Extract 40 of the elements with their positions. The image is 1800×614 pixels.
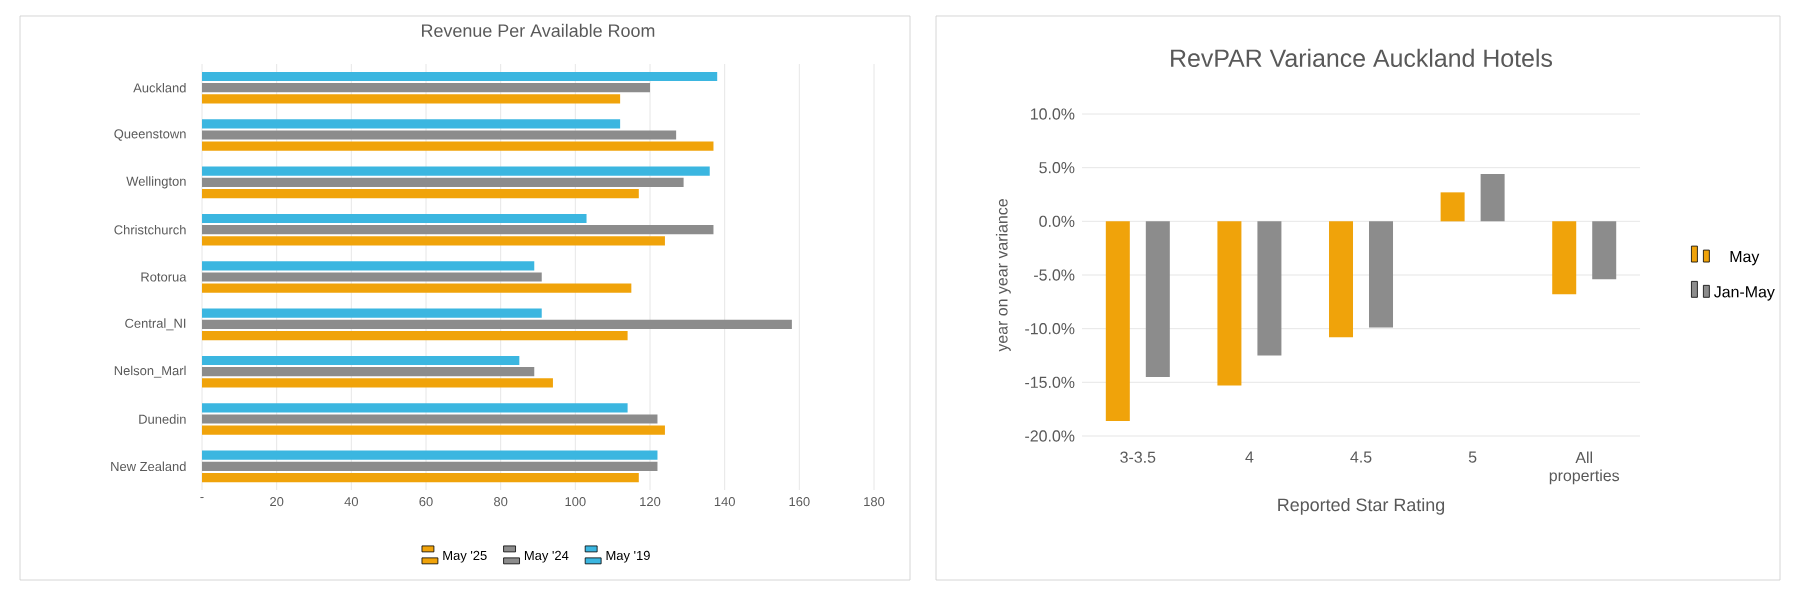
bar (1257, 221, 1282, 356)
bar (202, 355, 520, 366)
bar (202, 367, 535, 377)
bar (202, 225, 714, 235)
bar (1592, 221, 1617, 280)
bar (202, 83, 650, 93)
bar (1329, 221, 1354, 338)
bar (202, 236, 665, 246)
bar (202, 403, 628, 413)
bar (202, 130, 677, 140)
chart-title: Revenue Per Available Room (422, 23, 655, 38)
bar (1480, 174, 1505, 222)
bar (202, 166, 710, 176)
bar (1552, 221, 1577, 295)
bar (202, 378, 553, 388)
bar (202, 141, 714, 151)
bar (1369, 221, 1394, 328)
bar (202, 308, 542, 318)
bar (1105, 221, 1130, 421)
bar (202, 450, 658, 460)
bar (202, 461, 658, 471)
bar (202, 261, 535, 271)
x-axis-title: Reported Star Rating (1278, 498, 1445, 515)
chart-title: RevPAR Variance Auckland Hotels (1171, 48, 1553, 68)
bar (202, 94, 621, 104)
bar (202, 272, 542, 282)
bar (202, 119, 621, 129)
bar (202, 283, 632, 293)
bar (202, 71, 718, 82)
bar (202, 213, 587, 224)
bar (1440, 192, 1465, 222)
bar (202, 188, 639, 199)
bar (202, 425, 665, 435)
bar (1217, 221, 1242, 386)
bar (202, 414, 658, 424)
bar (202, 330, 628, 341)
bar (202, 177, 684, 187)
bar (202, 472, 639, 483)
bar (1145, 221, 1170, 377)
bar (202, 319, 792, 329)
